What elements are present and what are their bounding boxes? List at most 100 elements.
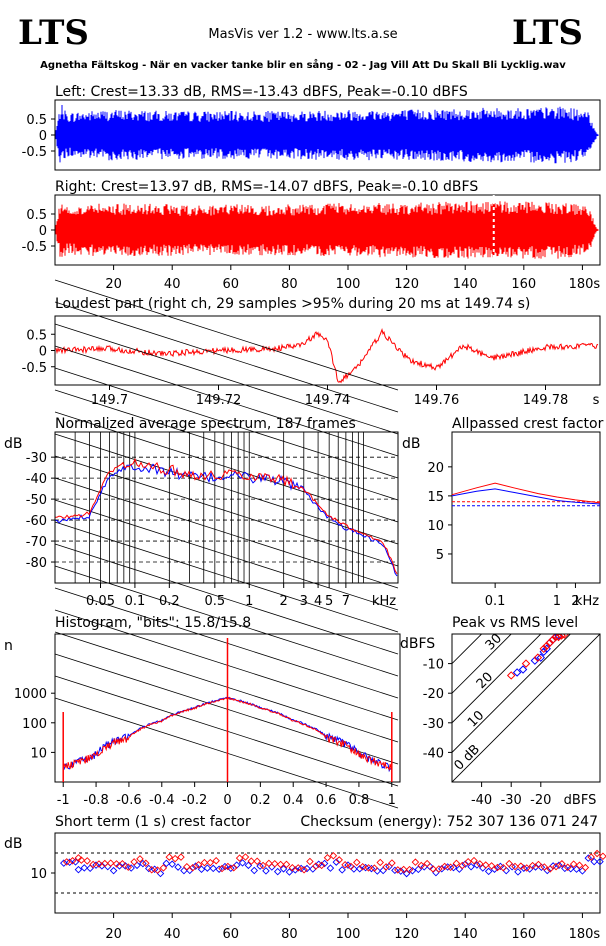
shortterm-point-left <box>379 866 387 875</box>
peak-rms-frame <box>451 633 601 783</box>
histogram-ytick-label: 10 <box>30 746 47 761</box>
shortterm-point-right <box>370 864 379 872</box>
spectrum-slope-line <box>54 631 399 743</box>
spectrum-slope-line <box>54 301 399 413</box>
peak-rms-point-right <box>554 634 563 642</box>
loudest-xtick-label: 149.76 <box>414 393 460 408</box>
shortterm-point-right <box>106 859 115 867</box>
loudest-ytick-label: 0.5 <box>26 328 47 343</box>
shortterm-point-left <box>156 869 165 878</box>
shortterm-xtick-label: 80 <box>281 927 298 942</box>
spectrum-ytick-label: -60 <box>26 514 47 529</box>
shortterm-point-right <box>159 864 168 872</box>
shortterm-point-right <box>68 857 77 865</box>
allpass-xtick-label: 2 <box>571 594 579 609</box>
spectrum-slope-line <box>54 565 399 677</box>
peak-rms-crest-line <box>452 634 483 664</box>
spectrum-slope-line <box>54 675 399 787</box>
shortterm-point-left <box>98 862 106 870</box>
spectrum-ytick-label: -80 <box>26 556 47 571</box>
shortterm-point-right <box>558 860 566 868</box>
shortterm-point-left <box>326 864 335 872</box>
peak-rms-point-right <box>542 641 551 651</box>
left-waveform-plot: 0.50-0.5 <box>22 99 601 171</box>
shortterm-point-right <box>253 857 261 866</box>
shortterm-point-left <box>145 864 153 873</box>
shortterm-point-left <box>402 869 411 878</box>
shortterm-xtick-label: 60 <box>223 927 240 942</box>
shortterm-point-right <box>206 858 215 867</box>
shortterm-point-right <box>276 860 285 869</box>
shortterm-point-left <box>80 864 89 872</box>
shortterm-xtick-label: 100 <box>336 927 361 942</box>
peak-rms-ytick-label: -10 <box>423 658 444 673</box>
shortterm-point-right <box>358 863 367 871</box>
loudest-part-title: Loudest part (right ch, 29 samples >95% … <box>55 296 530 312</box>
shortterm-ylabel: dB <box>4 836 23 852</box>
shortterm-point-left <box>191 862 200 870</box>
shortterm-point-right <box>499 864 508 872</box>
checksum-text: Checksum (energy): 752 307 136 071 247 <box>300 814 598 830</box>
app-title: MasVis ver 1.2 - www.lts.a.se <box>208 27 397 42</box>
spectrum-xtick-label: 0.1 <box>125 594 146 609</box>
shortterm-point-right <box>423 859 431 868</box>
shortterm-point-left <box>121 862 130 870</box>
shortterm-point-left <box>432 868 440 877</box>
shortterm-point-right <box>188 863 197 872</box>
peak-rms-xtick-label: -20 <box>530 793 551 808</box>
histogram-xtick-label: 0 <box>223 793 231 808</box>
shortterm-point-left <box>279 865 288 873</box>
peak-rms-crest-label: 10 <box>465 708 487 730</box>
right-xtick-label: 80 <box>281 277 298 292</box>
shortterm-point-right <box>271 859 279 868</box>
loudest-xtick-label: 149.7 <box>91 393 128 408</box>
shortterm-point-right <box>569 860 578 868</box>
shortterm-point-right <box>229 864 238 872</box>
shortterm-point-left <box>273 867 282 876</box>
histogram-xtick-label: 1 <box>388 793 396 808</box>
spectrum-ylabel: dB <box>4 436 23 452</box>
right-ytick-label: 0.5 <box>26 208 47 223</box>
shortterm-point-right <box>218 864 226 873</box>
shortterm-point-left <box>162 859 171 868</box>
shortterm-point-right <box>534 860 543 869</box>
peak-rms-title: Peak vs RMS level <box>452 615 578 631</box>
shortterm-point-right <box>317 861 326 870</box>
shortterm-point-right <box>481 861 490 869</box>
shortterm-xtick-label: 120 <box>394 927 419 942</box>
allpass-xtick-label: 0.1 <box>485 594 506 609</box>
shortterm-point-left <box>596 857 604 866</box>
shortterm-xtick-label: 140 <box>453 927 478 942</box>
loudest-xunit: s <box>593 393 600 408</box>
right-signal <box>55 201 599 259</box>
shortterm-point-right <box>341 861 349 869</box>
shortterm-point-right <box>347 862 355 871</box>
shortterm-point-right <box>552 862 560 871</box>
shortterm-point-left <box>514 868 522 876</box>
peak-rms-point-right <box>560 634 569 639</box>
shortterm-point-right <box>493 863 502 872</box>
shortterm-point-left <box>209 864 217 873</box>
peak-rms-ytick-label: -40 <box>423 746 444 761</box>
shortterm-point-left <box>590 857 598 866</box>
shortterm-point-left <box>496 862 505 871</box>
shortterm-xtick-label: 180s <box>569 927 601 942</box>
spectrum-ytick-label: -30 <box>26 451 47 466</box>
shortterm-xtick-label: 20 <box>105 927 122 942</box>
peak-rms-crest-label: 20 <box>474 670 496 692</box>
loudest-ytick-label: 0 <box>39 345 47 360</box>
histogram-xtick-label: -0.4 <box>149 793 174 808</box>
shortterm-point-right <box>446 863 455 872</box>
loudest-xtick-label: 149.72 <box>196 393 242 408</box>
histogram-xtick-label: -0.8 <box>83 793 108 808</box>
shortterm-point-left <box>238 859 247 867</box>
shortterm-point-left <box>60 859 68 867</box>
peak-rms-point-right <box>545 638 554 648</box>
spectrum-slope-line <box>54 279 399 391</box>
spectrum-slope-line <box>54 433 399 545</box>
peak-rms-xunit: dBFS <box>564 793 597 808</box>
shortterm-point-left <box>285 868 294 876</box>
shortterm-point-right <box>487 862 496 870</box>
right-xtick-label: 20 <box>105 277 122 292</box>
